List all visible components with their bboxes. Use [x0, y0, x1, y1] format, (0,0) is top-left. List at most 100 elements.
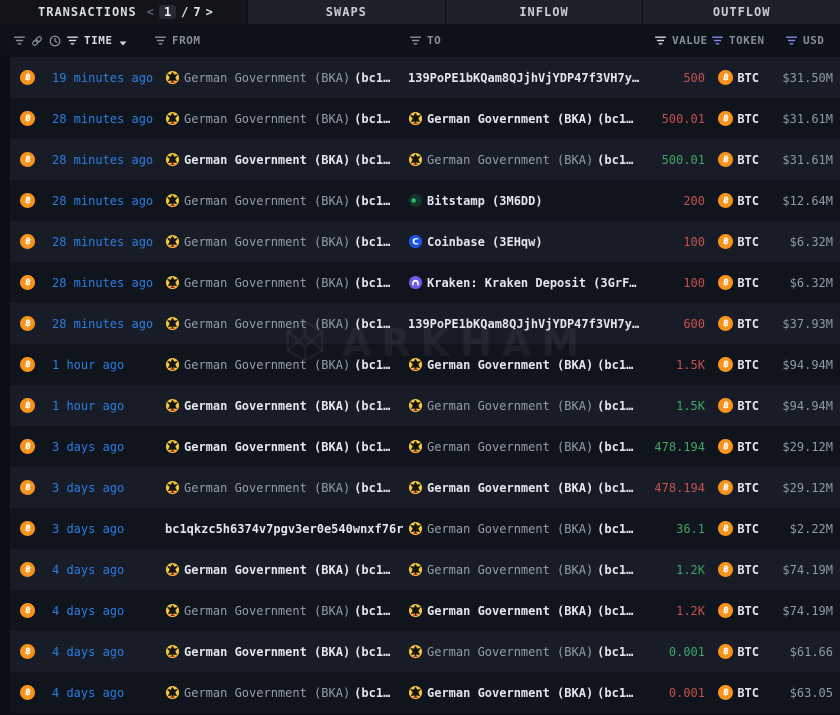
entity-address-suffix[interactable]: (bc1…: [597, 439, 634, 454]
transaction-time-link[interactable]: 4 days ago: [52, 644, 125, 659]
entity-address-suffix[interactable]: (bc1…: [597, 480, 634, 495]
entity-name[interactable]: German Government (BKA): [184, 193, 351, 208]
from-entity[interactable]: C German Government (BKA) (bc1…: [165, 193, 408, 208]
transaction-time-link[interactable]: 28 minutes ago: [52, 234, 154, 249]
from-entity[interactable]: C German Government (BKA) (bc1…: [165, 603, 408, 618]
table-row[interactable]: ฿ 28 minutes ago C German Government (BK…: [10, 262, 840, 303]
token-cell[interactable]: ฿ BTC: [705, 603, 765, 618]
token-cell[interactable]: ฿ BTC: [705, 480, 765, 495]
transaction-time-link[interactable]: 4 days ago: [52, 562, 125, 577]
entity-name[interactable]: German Government (BKA): [427, 562, 594, 577]
entity-name[interactable]: German Government (BKA): [184, 480, 351, 495]
tab-inflow[interactable]: INFLOW: [444, 0, 643, 24]
to-entity[interactable]: C German Government (BKA) (bc1…: [408, 398, 650, 413]
token-symbol[interactable]: BTC: [737, 316, 759, 331]
token-cell[interactable]: ฿ BTC: [705, 562, 765, 577]
token-symbol[interactable]: BTC: [737, 234, 759, 249]
entity-name[interactable]: Kraken: Kraken Deposit (3GrF…: [427, 275, 637, 290]
to-entity[interactable]: C Bitstamp (3M6DD): [408, 193, 650, 208]
token-symbol[interactable]: BTC: [737, 398, 759, 413]
entity-name[interactable]: German Government (BKA): [184, 562, 351, 577]
table-row[interactable]: ฿ 3 days ago C German Government (BKA) (…: [10, 426, 840, 467]
table-row[interactable]: ฿ 19 minutes ago C German Government (BK…: [10, 57, 840, 98]
filter-icon[interactable]: [410, 36, 421, 45]
tab-swaps[interactable]: SWAPS: [247, 0, 445, 24]
entity-address-suffix[interactable]: (bc1…: [354, 275, 391, 290]
entity-name[interactable]: Bitstamp (3M6DD): [427, 193, 543, 208]
token-cell[interactable]: ฿ BTC: [705, 644, 765, 659]
transaction-time-link[interactable]: 28 minutes ago: [52, 275, 154, 290]
entity-address-suffix[interactable]: (bc1…: [597, 562, 634, 577]
entity-name[interactable]: 139PoPE1bKQam8QJjhVjYDP47f3VH7y…: [408, 70, 640, 85]
filter-icon[interactable]: [712, 36, 723, 45]
table-row[interactable]: ฿ 4 days ago C German Government (BKA) (…: [10, 631, 840, 672]
to-entity[interactable]: C 139PoPE1bKQam8QJjhVjYDP47f3VH7y…: [408, 71, 650, 85]
token-cell[interactable]: ฿ BTC: [705, 193, 765, 208]
from-entity[interactable]: C German Government (BKA) (bc1…: [165, 357, 408, 372]
entity-name[interactable]: German Government (BKA): [427, 111, 594, 126]
entity-name[interactable]: German Government (BKA): [427, 152, 594, 167]
chevron-down-icon[interactable]: [119, 31, 127, 50]
page-next-button[interactable]: >: [205, 5, 213, 19]
entity-name[interactable]: bc1qkzc5h6374v7pgv3er0e540wnxf76r: [165, 521, 404, 536]
token-column-header[interactable]: TOKEN: [729, 34, 765, 47]
entity-address-suffix[interactable]: (bc1…: [354, 685, 391, 700]
entity-address-suffix[interactable]: (bc1…: [597, 685, 634, 700]
table-row[interactable]: ฿ 4 days ago C German Government (BKA) (…: [10, 672, 840, 713]
entity-name[interactable]: German Government (BKA): [184, 357, 351, 372]
filter-icon[interactable]: [786, 36, 797, 45]
entity-address-suffix[interactable]: (bc1…: [597, 398, 634, 413]
token-cell[interactable]: ฿ BTC: [705, 439, 765, 454]
entity-address-suffix[interactable]: (bc1…: [354, 152, 391, 167]
to-entity[interactable]: C German Government (BKA) (bc1…: [408, 521, 650, 536]
clock-icon[interactable]: [49, 35, 61, 47]
to-entity[interactable]: C German Government (BKA) (bc1…: [408, 685, 650, 700]
token-cell[interactable]: ฿ BTC: [705, 234, 765, 249]
token-cell[interactable]: ฿ BTC: [705, 111, 765, 126]
entity-name[interactable]: German Government (BKA): [184, 70, 351, 85]
to-entity[interactable]: C German Government (BKA) (bc1…: [408, 152, 650, 167]
entity-name[interactable]: German Government (BKA): [184, 603, 351, 618]
token-cell[interactable]: ฿ BTC: [705, 275, 765, 290]
from-entity[interactable]: C German Government (BKA) (bc1…: [165, 152, 408, 167]
token-symbol[interactable]: BTC: [737, 152, 759, 167]
entity-address-suffix[interactable]: (bc1…: [354, 70, 391, 85]
entity-address-suffix[interactable]: (bc1…: [354, 644, 391, 659]
from-entity[interactable]: C German Government (BKA) (bc1…: [165, 562, 408, 577]
link-icon[interactable]: [31, 35, 43, 47]
transaction-time-link[interactable]: 28 minutes ago: [52, 193, 154, 208]
token-symbol[interactable]: BTC: [737, 603, 759, 618]
token-symbol[interactable]: BTC: [737, 70, 759, 85]
entity-address-suffix[interactable]: (bc1…: [354, 562, 391, 577]
to-entity[interactable]: C German Government (BKA) (bc1…: [408, 111, 650, 126]
to-entity[interactable]: C German Government (BKA) (bc1…: [408, 480, 650, 495]
to-entity[interactable]: C German Government (BKA) (bc1…: [408, 562, 650, 577]
from-entity[interactable]: C German Government (BKA) (bc1…: [165, 644, 408, 659]
entity-name[interactable]: German Government (BKA): [427, 603, 594, 618]
entity-name[interactable]: German Government (BKA): [184, 275, 351, 290]
entity-address-suffix[interactable]: (bc1…: [354, 193, 391, 208]
token-symbol[interactable]: BTC: [737, 480, 759, 495]
table-row[interactable]: ฿ 28 minutes ago C German Government (BK…: [10, 221, 840, 262]
entity-address-suffix[interactable]: (bc1…: [597, 603, 634, 618]
filter-icon[interactable]: [67, 36, 78, 45]
entity-address-suffix[interactable]: (bc1…: [354, 111, 391, 126]
transaction-time-link[interactable]: 4 days ago: [52, 685, 125, 700]
from-entity[interactable]: C German Government (BKA) (bc1…: [165, 111, 408, 126]
table-row[interactable]: ฿ 3 days ago C German Government (BKA) (…: [10, 467, 840, 508]
transaction-time-link[interactable]: 3 days ago: [52, 480, 125, 495]
entity-address-suffix[interactable]: (bc1…: [354, 603, 391, 618]
from-entity[interactable]: C German Government (BKA) (bc1…: [165, 70, 408, 85]
token-symbol[interactable]: BTC: [737, 685, 759, 700]
transaction-time-link[interactable]: 4 days ago: [52, 603, 125, 618]
page-prev-button[interactable]: <: [146, 5, 154, 19]
entity-address-suffix[interactable]: (bc1…: [354, 316, 391, 331]
filter-icon[interactable]: [14, 36, 25, 45]
table-row[interactable]: ฿ 4 days ago C German Government (BKA) (…: [10, 549, 840, 590]
entity-name[interactable]: German Government (BKA): [184, 644, 351, 659]
entity-address-suffix[interactable]: (bc1…: [354, 234, 391, 249]
token-cell[interactable]: ฿ BTC: [705, 685, 765, 700]
token-symbol[interactable]: BTC: [737, 193, 759, 208]
from-entity[interactable]: C German Government (BKA) (bc1…: [165, 275, 408, 290]
to-entity[interactable]: C German Government (BKA) (bc1…: [408, 439, 650, 454]
